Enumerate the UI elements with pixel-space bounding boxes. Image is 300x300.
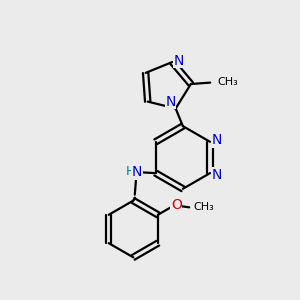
Text: CH₃: CH₃ xyxy=(194,202,214,212)
Text: N: N xyxy=(212,133,222,147)
Text: N: N xyxy=(165,95,176,109)
Text: H: H xyxy=(126,165,136,178)
Text: O: O xyxy=(171,198,182,212)
Text: N: N xyxy=(132,165,142,179)
Text: CH₃: CH₃ xyxy=(218,77,238,87)
Text: N: N xyxy=(174,53,184,68)
Text: N: N xyxy=(212,168,222,182)
